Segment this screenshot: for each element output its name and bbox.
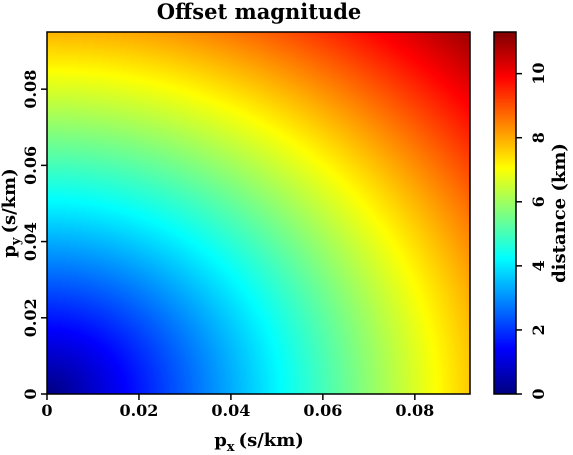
y-tick-label: 0: [21, 388, 40, 399]
colorbar-axis: 0 2 4 6 8 10: [516, 63, 548, 400]
plot-frame: [46, 31, 471, 395]
colorbar-tick-label: 8: [529, 132, 548, 143]
x-tick-label: 0.08: [395, 401, 434, 420]
colorbar-frame: [493, 31, 517, 395]
y-axis-label-subscript: y: [9, 237, 24, 246]
y-tick-label: 0.02: [21, 298, 40, 337]
x-tick-label: 0: [41, 401, 52, 420]
y-tick-label: 0.04: [21, 222, 40, 261]
y-axis-label: py (s/km): [0, 168, 24, 257]
x-tick-label: 0.06: [303, 401, 342, 420]
y-tick-label: 0.08: [21, 70, 40, 109]
colorbar-tick-label: 10: [529, 63, 548, 85]
x-axis-label-subscript: x: [227, 440, 235, 455]
colorbar-tick-label: 6: [529, 196, 548, 207]
x-axis-label-unit: (s/km): [239, 430, 304, 451]
colorbar-gradient: [494, 32, 516, 394]
heatmap-image: [47, 32, 470, 394]
colorbar-tick-label: 4: [529, 260, 548, 271]
heatmap-plot: [46, 31, 471, 395]
y-tick-label: 0.06: [21, 146, 40, 185]
colorbar-label: distance (km): [549, 143, 570, 283]
x-tick-label: 0.02: [119, 401, 158, 420]
colorbar: 0 2 4 6 8 10: [493, 31, 548, 400]
y-axis-label-main: p: [0, 245, 20, 258]
colorbar-tick-label: 2: [529, 324, 548, 335]
chart-title: Offset magnitude: [157, 0, 362, 24]
x-tick-label: 0.04: [211, 401, 250, 420]
x-axis: 0 0.02 0.04 0.06 0.08: [41, 394, 434, 420]
x-axis-label: px (s/km): [214, 430, 304, 455]
y-axis-label-unit: (s/km): [0, 168, 20, 233]
x-axis-label-main: p: [214, 430, 227, 451]
colorbar-tick-label: 0: [529, 388, 548, 399]
y-axis: 0 0.02 0.04 0.06 0.08: [21, 70, 47, 400]
